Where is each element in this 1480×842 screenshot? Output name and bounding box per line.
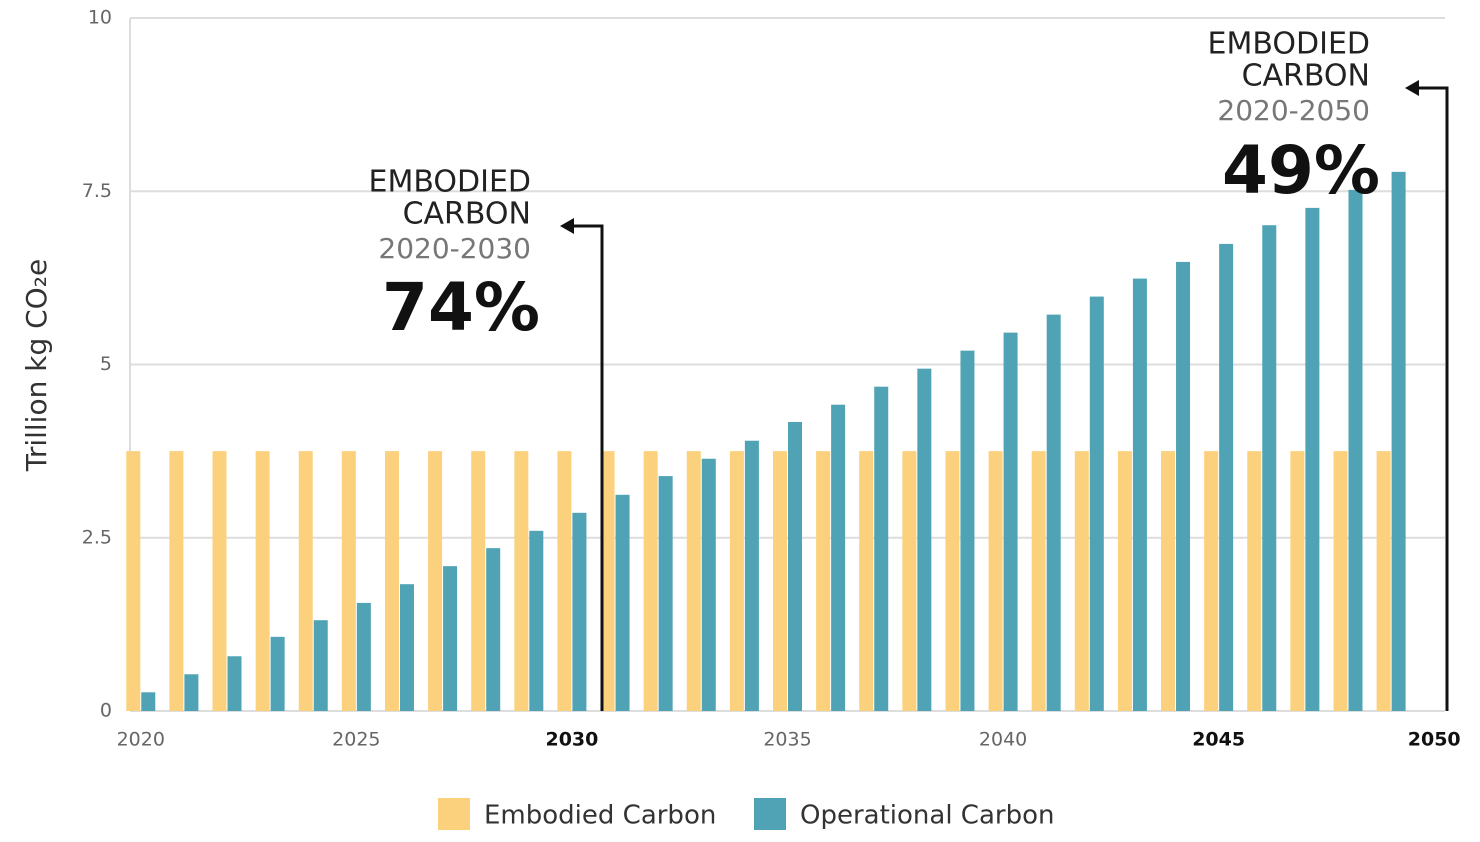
annotation-period: 2020-2030	[378, 232, 531, 265]
bar	[1204, 451, 1219, 711]
bar	[874, 386, 889, 711]
bar	[184, 674, 199, 711]
bar	[557, 451, 572, 711]
bar	[1089, 296, 1104, 711]
bar	[313, 620, 328, 711]
bar	[471, 451, 486, 711]
bar	[773, 451, 787, 711]
bar	[1046, 314, 1061, 711]
bar	[126, 451, 141, 711]
bar	[356, 602, 371, 711]
bar	[1348, 189, 1363, 711]
y-tick-label: 10	[88, 7, 112, 29]
bar	[341, 451, 356, 711]
bar	[1003, 332, 1018, 711]
y-axis-label: Trillion kg CO₂e	[20, 259, 53, 472]
y-tick-label: 2.5	[82, 526, 112, 548]
bar	[1074, 451, 1089, 711]
legend-swatch	[754, 798, 786, 830]
legend-swatch	[438, 798, 470, 830]
bar	[169, 451, 184, 711]
bar	[1117, 451, 1132, 711]
bar	[1391, 171, 1406, 711]
x-tick-label: 2045	[1192, 729, 1245, 751]
bar	[1333, 451, 1348, 711]
bar	[212, 451, 227, 711]
arrow-head	[560, 218, 574, 234]
bar	[960, 350, 975, 711]
bar	[270, 636, 285, 711]
bar	[255, 451, 270, 711]
y-tick-label: 5	[100, 353, 112, 375]
bar	[658, 476, 673, 711]
bar	[428, 451, 443, 711]
bar	[384, 451, 399, 711]
x-tick-label: 2025	[332, 729, 380, 751]
bar	[1161, 451, 1176, 711]
bar	[744, 440, 759, 711]
bar	[298, 451, 313, 711]
y-tick-label: 0	[100, 700, 112, 722]
bar	[788, 422, 802, 711]
bar	[1176, 261, 1191, 711]
bar	[227, 656, 242, 711]
annotation: CARBON	[1242, 59, 1370, 94]
x-tick-label: 2040	[979, 729, 1027, 751]
annotation: EMBODIED	[368, 165, 531, 200]
annotation-share: 49%	[1222, 132, 1380, 209]
bar	[945, 451, 960, 711]
y-tick-label: 7.5	[82, 180, 112, 202]
bar	[902, 451, 917, 711]
bar	[399, 584, 414, 711]
x-tick-label: 2050	[1408, 729, 1461, 751]
bar	[1376, 451, 1391, 711]
bar	[486, 548, 501, 711]
bar	[988, 451, 1003, 711]
bar	[443, 566, 458, 711]
plot-area: 0 2.5 5 7.5 10 2020 2025 2030 2035 2040 2045 2050 Em…	[82, 7, 1461, 831]
bar	[514, 451, 529, 711]
annotation-share: 74%	[382, 269, 540, 346]
bar	[572, 512, 587, 711]
annotation: EMBODIED	[1207, 27, 1370, 62]
bar	[1247, 451, 1262, 711]
arrow-head	[1405, 80, 1419, 96]
bar	[1132, 278, 1147, 711]
legend-label: Embodied Carbon	[484, 801, 716, 831]
bar	[701, 458, 716, 711]
bar	[1290, 451, 1305, 711]
bar	[917, 368, 932, 711]
bar	[729, 451, 744, 711]
bar	[831, 404, 846, 711]
legend-label: Operational Carbon	[800, 801, 1054, 831]
annotation-period: 2020-2050	[1217, 94, 1370, 127]
x-tick-label: 2035	[763, 729, 811, 751]
bar	[1219, 243, 1234, 711]
annotation: CARBON	[403, 197, 531, 232]
arrow	[1418, 86, 1449, 711]
bar	[1262, 225, 1277, 711]
bar	[859, 451, 874, 711]
bar	[1305, 207, 1320, 711]
x-tick-label: 2020	[117, 729, 165, 751]
bar	[686, 451, 701, 711]
bar	[816, 451, 831, 711]
bar	[1031, 451, 1046, 711]
bar	[643, 451, 658, 711]
bar	[600, 451, 615, 711]
arrow	[572, 224, 604, 711]
bar	[529, 530, 544, 711]
x-tick-label: 2030	[545, 729, 598, 751]
bar	[141, 692, 156, 711]
bar	[615, 494, 630, 711]
